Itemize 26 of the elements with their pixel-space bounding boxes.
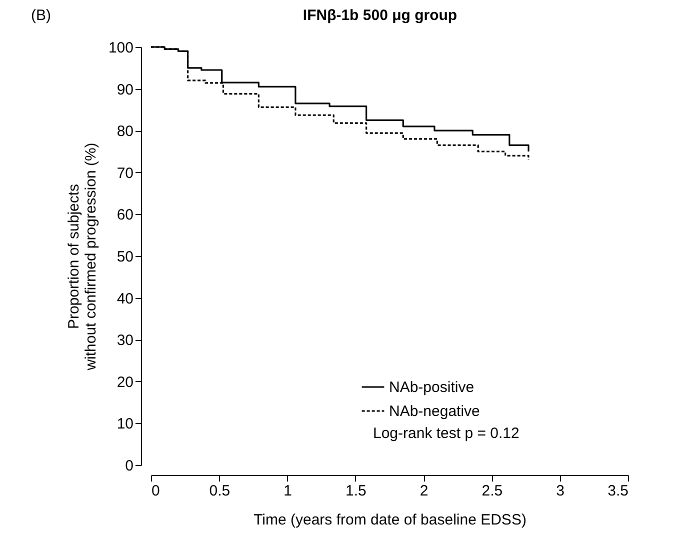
x-tick-label: 2.5 (482, 482, 503, 500)
legend-label: NAb-positive (389, 379, 474, 396)
y-tick-label: 40 (116, 290, 134, 308)
x-tick-label: 3 (556, 482, 565, 500)
x-tick-label: 2 (420, 482, 428, 500)
x-tick-label: 3.5 (608, 482, 628, 500)
y-tick-label: 50 (116, 248, 134, 266)
y-tick-label: 90 (116, 81, 134, 98)
y-tick-label: 100 (108, 40, 134, 56)
y-axis-title: Proportion of subjects without confirmed progression (%) (65, 142, 100, 372)
y-tick-label: 70 (116, 164, 134, 182)
y-tick-label: 80 (116, 123, 134, 140)
x-tick-label: 0.5 (209, 482, 230, 500)
x-axis-title: Time (years from date of baseline EDSS) (254, 512, 526, 528)
text: (B) (31, 7, 51, 24)
x-tick-label: 1.5 (346, 482, 366, 500)
x-tick-label: 0 (152, 482, 160, 500)
y-tick-label: 10 (116, 416, 134, 433)
annotation: Log-rank test p = 0.12 (373, 425, 520, 442)
y-tick-label: 60 (116, 206, 134, 224)
legend-label: NAb-negative (389, 403, 480, 420)
y-tick-label: 0 (125, 458, 134, 474)
chart-title: IFNβ-1b 500 μg group (302, 7, 458, 24)
y-tick-label: 20 (116, 374, 134, 391)
y-tick-label: 30 (116, 332, 134, 350)
x-tick-label: 1 (284, 482, 292, 500)
